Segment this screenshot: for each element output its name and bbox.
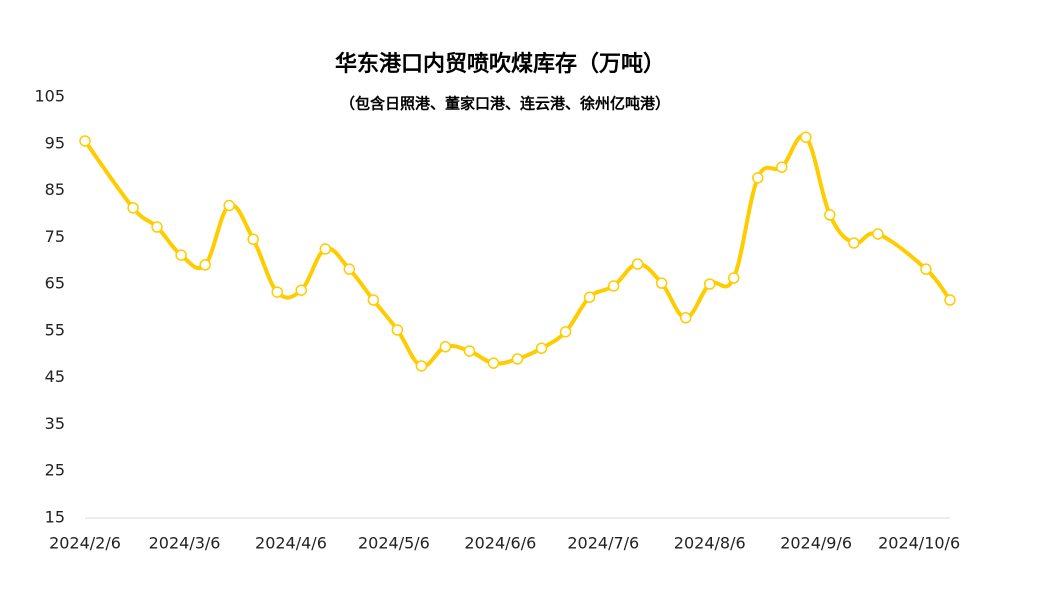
data-point [535,342,548,354]
data-point [944,294,956,306]
x-tick-label: 2024/3/6 [149,534,221,553]
chart-subtitle: （包含日照港、董家口港、连云港、徐州亿吨港） [340,95,670,113]
data-point [848,237,860,249]
y-tick-label: 35 [45,414,65,433]
data-point [800,131,812,143]
data-point [920,263,932,275]
data-point [776,161,788,173]
data-point [127,202,139,214]
data-point [391,324,404,336]
data-point [463,345,476,357]
data-point [824,209,836,221]
data-point [151,221,163,233]
data-point [752,172,764,184]
data-point [728,272,740,284]
data-point [703,278,716,290]
data-point [679,312,692,324]
data-point [79,135,91,147]
data-point [439,341,452,353]
data-point [655,277,668,289]
y-tick-label: 95 [45,133,65,152]
data-point [295,284,307,296]
y-tick-label: 15 [45,508,65,527]
y-tick-label: 105 [34,87,65,106]
data-point [175,249,187,261]
data-point [343,263,356,275]
y-tick-label: 25 [45,461,65,480]
y-tick-label: 65 [45,274,65,293]
y-tick-label: 75 [45,227,65,246]
x-tick-label: 2024/6/6 [464,534,536,553]
y-tick-label: 55 [45,320,65,339]
x-tick-label: 2024/4/6 [255,534,327,553]
data-point [319,243,332,255]
data-point [223,199,235,212]
x-tick-label: 2024/5/6 [358,534,430,553]
data-point [872,228,884,240]
x-tick-label: 2024/7/6 [567,534,639,553]
chart-title: 华东港口内贸喷吹煤库存（万吨） [335,51,665,77]
x-tick-label: 2024/2/6 [49,534,121,553]
data-point [559,326,572,338]
data-point [607,280,620,292]
y-tick-label: 45 [45,367,65,386]
x-tick-label: 2024/8/6 [674,534,746,553]
data-point [631,258,644,270]
y-tick-label: 85 [45,180,65,199]
x-tick-label: 2024/10/6 [878,534,960,553]
series-line [83,133,952,369]
data-point [271,286,283,298]
data-point [511,353,524,365]
data-point [367,294,380,306]
data-point [415,360,428,372]
data-point [487,357,500,369]
data-point [583,291,596,303]
data-point [199,259,211,271]
x-tick-label: 2024/9/6 [780,534,852,553]
data-point [247,233,259,245]
